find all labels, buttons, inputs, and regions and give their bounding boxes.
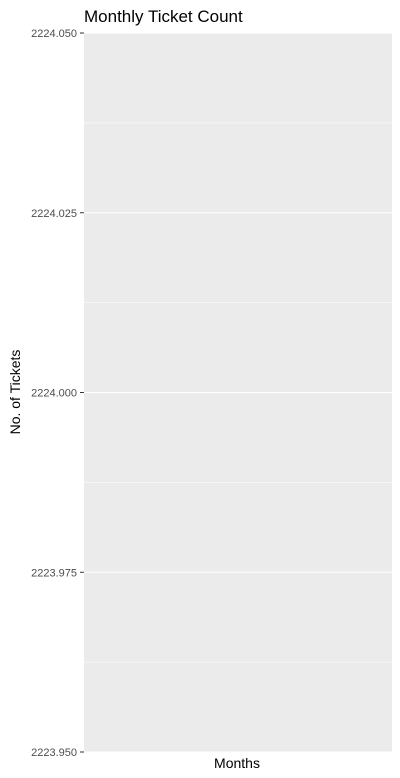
y-axis: 2223.950 2223.975 2224.000 2224.025 2224.050 <box>31 28 84 759</box>
y-tick-label: 2224.050 <box>31 28 77 40</box>
chart-title: Monthly Ticket Count <box>84 7 243 26</box>
x-axis-title: Months <box>214 755 260 771</box>
y-axis-title: No. of Tickets <box>7 350 23 435</box>
y-tick-label: 2224.000 <box>31 388 77 400</box>
minor-gridlines <box>84 122 392 663</box>
y-tick-label: 2223.950 <box>31 747 77 759</box>
y-tick-label: 2223.975 <box>31 567 77 579</box>
y-tick-label: 2224.025 <box>31 208 77 220</box>
major-gridlines <box>84 32 392 753</box>
